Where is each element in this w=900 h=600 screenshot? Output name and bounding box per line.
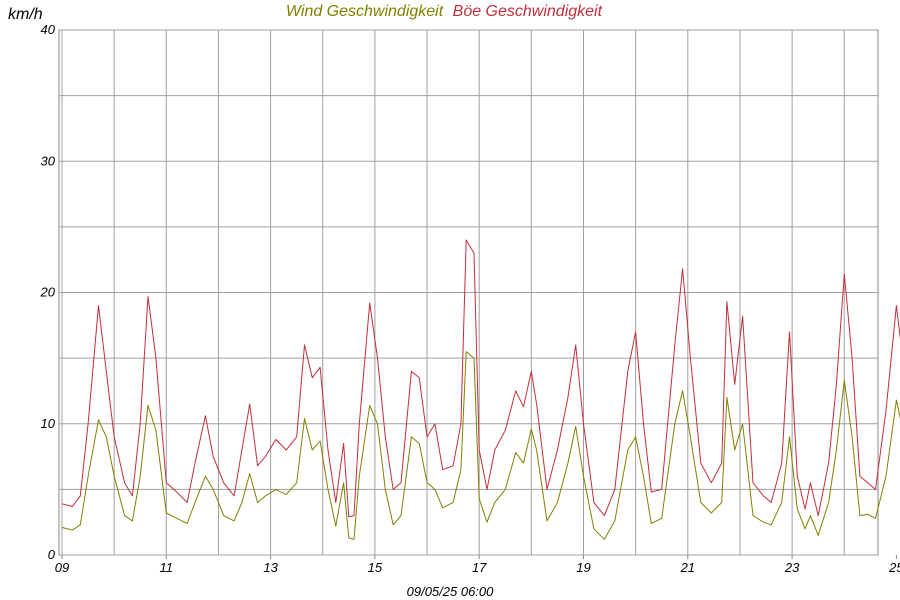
y-tick-labels: 0 10 20 30 40: [40, 22, 56, 562]
title-gust: Böe Geschwindigkeit: [453, 3, 603, 20]
x-tick-label: 19: [576, 560, 590, 575]
chart-title: Wind Geschwindigkeit Böe Geschwindigkeit: [286, 3, 603, 20]
grid: [59, 29, 878, 556]
x-tick-label: 21: [680, 560, 695, 575]
y-tick-label: 30: [41, 153, 56, 168]
x-tick-label: 25: [888, 560, 900, 575]
y-tick-label: 0: [48, 547, 56, 562]
x-tick-label: 09: [55, 560, 69, 575]
footer-timestamp: 09/05/25 06:00: [407, 584, 495, 599]
x-tick-label: 15: [368, 560, 383, 575]
y-tick-label: 40: [41, 22, 56, 37]
x-tick-label: 13: [263, 560, 278, 575]
series-lines: [61, 239, 900, 540]
series-line-gust: [61, 239, 900, 518]
y-tick-label: 10: [41, 416, 56, 431]
x-tick-label: 23: [784, 560, 800, 575]
y-axis-label: km/h: [8, 6, 43, 23]
x-tick-labels: 09111315171921232527290103050709: [55, 555, 900, 575]
y-tick-label: 20: [40, 285, 56, 300]
x-tick-label: 17: [472, 560, 487, 575]
title-wind: Wind Geschwindigkeit: [286, 3, 444, 20]
series-line-wind: [61, 351, 900, 540]
x-tick-label: 11: [160, 560, 174, 575]
